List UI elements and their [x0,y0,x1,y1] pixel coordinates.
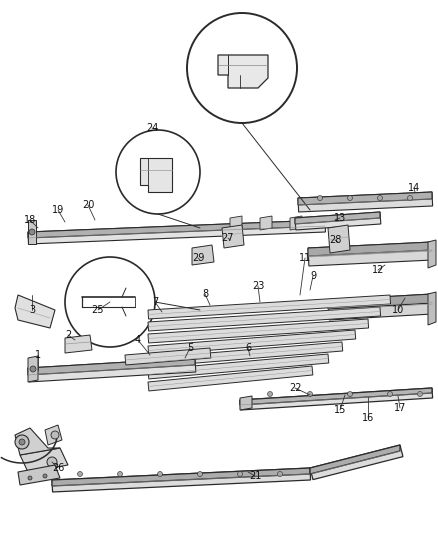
Text: 25: 25 [92,305,104,315]
Polygon shape [15,428,60,455]
Text: 28: 28 [329,235,341,245]
Polygon shape [428,240,436,268]
Circle shape [78,472,82,477]
Polygon shape [240,396,252,410]
Circle shape [237,472,243,477]
Circle shape [388,392,392,397]
Polygon shape [308,242,432,256]
Circle shape [347,196,353,200]
Polygon shape [230,216,242,230]
Polygon shape [308,242,433,266]
Polygon shape [140,158,172,192]
Circle shape [19,439,25,445]
Polygon shape [28,220,325,238]
Polygon shape [240,388,432,405]
Text: 12: 12 [372,265,384,275]
Circle shape [30,366,36,372]
Circle shape [378,196,382,200]
Text: 17: 17 [394,403,406,413]
Polygon shape [28,356,38,382]
Text: 19: 19 [52,205,64,215]
Circle shape [15,435,29,449]
Text: 9: 9 [310,271,316,281]
Text: 14: 14 [408,183,420,193]
Text: 8: 8 [202,289,208,299]
Circle shape [417,392,423,397]
Polygon shape [52,468,311,492]
Polygon shape [298,192,433,212]
Polygon shape [18,465,60,485]
Text: 23: 23 [252,281,264,291]
Circle shape [347,392,353,397]
Polygon shape [222,225,244,248]
Circle shape [29,229,35,235]
Polygon shape [148,342,343,367]
Polygon shape [28,358,195,375]
Text: 20: 20 [82,200,94,210]
Polygon shape [28,358,196,382]
Polygon shape [328,294,433,320]
Text: 21: 21 [249,471,261,481]
Polygon shape [148,330,356,355]
Text: 10: 10 [392,305,404,315]
Circle shape [28,476,32,480]
Circle shape [318,196,322,200]
Text: 6: 6 [245,343,251,353]
Circle shape [407,196,413,200]
Polygon shape [125,348,211,365]
Polygon shape [328,225,350,253]
Text: 27: 27 [222,233,234,243]
Polygon shape [240,388,433,410]
Circle shape [51,431,59,439]
Polygon shape [428,292,436,325]
Polygon shape [45,425,62,445]
Text: 22: 22 [289,383,301,393]
Polygon shape [148,319,369,343]
Polygon shape [192,245,214,265]
Text: 18: 18 [24,215,36,225]
Polygon shape [310,445,403,480]
Polygon shape [148,307,381,331]
Polygon shape [328,294,432,309]
Circle shape [47,457,57,467]
Text: 7: 7 [152,297,158,307]
Polygon shape [148,295,391,319]
Polygon shape [148,354,329,379]
Text: 13: 13 [334,213,346,223]
Text: 16: 16 [362,413,374,423]
Polygon shape [295,212,381,230]
Circle shape [158,472,162,477]
Polygon shape [148,366,313,391]
Polygon shape [28,220,325,244]
Text: 29: 29 [192,253,204,263]
Polygon shape [290,216,302,230]
Circle shape [117,472,123,477]
Polygon shape [298,192,432,205]
Text: 15: 15 [334,405,346,415]
Circle shape [278,472,283,477]
Text: 2: 2 [65,330,71,340]
Circle shape [307,392,312,397]
Polygon shape [28,220,36,244]
Polygon shape [310,445,400,474]
Polygon shape [295,212,380,224]
Polygon shape [15,295,55,328]
Polygon shape [20,448,68,472]
Text: 5: 5 [187,343,193,353]
Text: 24: 24 [146,123,158,133]
Circle shape [43,474,47,478]
Circle shape [268,392,272,397]
Text: 3: 3 [29,305,35,315]
Text: 26: 26 [52,463,64,473]
Text: 1: 1 [35,350,41,360]
Polygon shape [260,216,272,230]
Text: 11: 11 [299,253,311,263]
Polygon shape [65,335,92,353]
Circle shape [198,472,202,477]
Polygon shape [218,55,268,88]
Polygon shape [52,468,310,486]
Text: 4: 4 [135,335,141,345]
